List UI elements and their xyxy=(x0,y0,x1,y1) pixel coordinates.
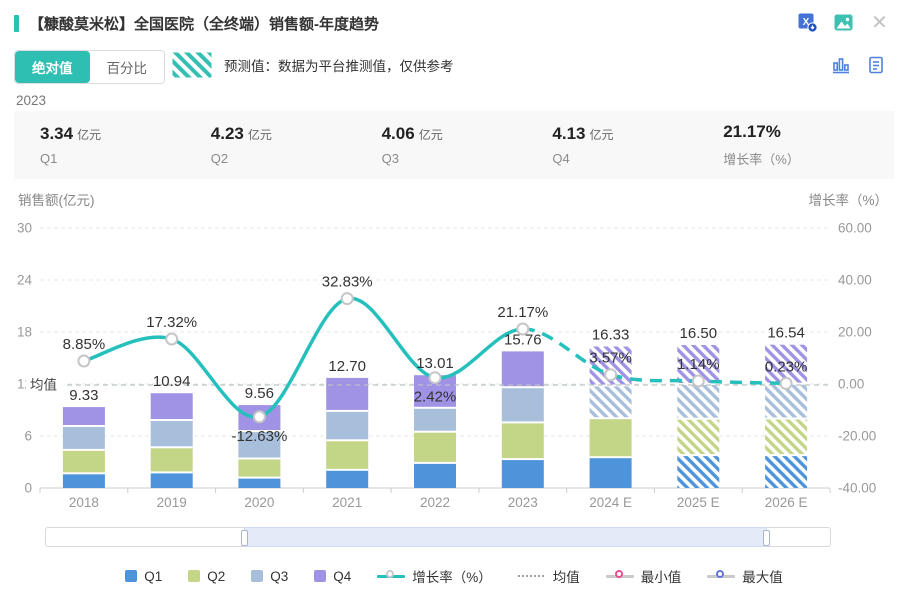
legend-item-[interactable]: 最大值 xyxy=(707,566,783,586)
svg-text:2019: 2019 xyxy=(157,495,187,510)
svg-text:2.42%: 2.42% xyxy=(414,389,457,406)
svg-text:40.00: 40.00 xyxy=(838,273,872,288)
legend-label: 最大值 xyxy=(742,570,783,585)
svg-text:9.56: 9.56 xyxy=(245,385,274,402)
svg-text:2022: 2022 xyxy=(420,495,450,510)
legend-swatch xyxy=(377,570,406,581)
svg-text:24: 24 xyxy=(17,273,33,288)
svg-text:2020: 2020 xyxy=(244,495,274,510)
stat-growth: 21.17% 增长率（%） xyxy=(723,122,800,167)
toggle-absolute-button[interactable]: 绝对值 xyxy=(15,51,90,83)
svg-text:0.23%: 0.23% xyxy=(765,358,808,375)
svg-text:-40.00: -40.00 xyxy=(838,481,876,496)
legend-swatch xyxy=(188,570,201,582)
legend-swatch xyxy=(605,570,634,581)
svg-text:0: 0 xyxy=(24,481,32,496)
legend-label: 增长率（%） xyxy=(412,570,492,585)
svg-text:10.94: 10.94 xyxy=(153,373,191,390)
stat-q4: 4.13 亿元 Q4 xyxy=(552,124,614,166)
legend-swatch xyxy=(707,570,736,581)
value-mode-toggle: 绝对值 百分比 xyxy=(14,50,165,84)
svg-text:2025 E: 2025 E xyxy=(677,495,720,510)
toggle-percent-button[interactable]: 百分比 xyxy=(89,51,164,83)
bar-chart-view-icon[interactable] xyxy=(830,54,851,75)
image-export-icon[interactable] xyxy=(833,12,854,33)
legend-swatch xyxy=(314,570,327,582)
svg-text:2024 E: 2024 E xyxy=(589,495,632,510)
stat-q1: 3.34 亿元 Q1 xyxy=(40,124,102,166)
svg-text:16.33: 16.33 xyxy=(592,327,630,344)
legend-label: Q3 xyxy=(270,568,289,584)
svg-text:2023: 2023 xyxy=(508,495,538,510)
svg-text:12.70: 12.70 xyxy=(328,358,366,375)
summary-stats: 3.34 亿元 Q1 4.23 亿元 Q2 4.06 亿元 Q3 4.13 亿元 Q4 … xyxy=(14,111,894,179)
view-switch-icons xyxy=(830,54,886,75)
svg-text:2021: 2021 xyxy=(332,495,362,510)
svg-text:6: 6 xyxy=(24,429,32,444)
legend-label: 均值 xyxy=(552,570,580,585)
controls-row: 绝对值 百分比 预测值：数据为平台推测值，仅供参考 xyxy=(14,50,894,84)
svg-text:3.57%: 3.57% xyxy=(589,350,632,367)
svg-text:17.32%: 17.32% xyxy=(146,314,197,331)
svg-text:16.50: 16.50 xyxy=(680,325,718,342)
svg-text:8.85%: 8.85% xyxy=(63,336,106,353)
stat-q3: 4.06 亿元 Q3 xyxy=(381,124,443,166)
svg-text:20.00: 20.00 xyxy=(838,325,872,340)
svg-text:均值: 均值 xyxy=(30,378,57,393)
svg-text:9.33: 9.33 xyxy=(69,387,98,404)
excel-export-icon[interactable]: X xyxy=(797,12,818,33)
svg-text:-12.63%: -12.63% xyxy=(231,428,287,445)
close-icon[interactable]: ✕ xyxy=(871,11,888,34)
svg-text:X: X xyxy=(803,17,810,28)
title-accent-bar xyxy=(14,14,19,32)
legend-item-[interactable]: 最小值 xyxy=(605,566,682,586)
svg-text:13.01: 13.01 xyxy=(416,355,454,372)
svg-text:60.00: 60.00 xyxy=(838,221,872,236)
svg-text:销售额(亿元): 销售额(亿元) xyxy=(18,193,95,208)
svg-text:16.54: 16.54 xyxy=(767,325,805,342)
legend-item-[interactable]: 均值 xyxy=(517,566,580,586)
datazoom-slider-track[interactable] xyxy=(45,527,831,547)
stat-q2: 4.23 亿元 Q2 xyxy=(210,124,272,166)
svg-text:18: 18 xyxy=(17,325,32,340)
legend-swatch xyxy=(251,570,264,582)
forecast-note: 预测值：数据为平台推测值，仅供参考 xyxy=(172,52,454,78)
legend-item-q4[interactable]: Q4 xyxy=(314,569,351,584)
svg-text:1.14%: 1.14% xyxy=(677,356,720,373)
svg-text:32.83%: 32.83% xyxy=(322,274,373,291)
legend-item-q3[interactable]: Q3 xyxy=(251,569,288,584)
chart-legend: Q1 Q2 Q3 Q4 增长率（%） 均值 最小值 最大值 xyxy=(0,566,908,586)
svg-text:15.76: 15.76 xyxy=(504,331,542,348)
forecast-hatch-swatch xyxy=(172,52,212,78)
datazoom-right-handle[interactable] xyxy=(763,530,771,546)
report-view-icon[interactable] xyxy=(865,54,886,75)
svg-text:0.00: 0.00 xyxy=(838,377,864,392)
header-actions: X ✕ xyxy=(797,12,890,33)
year-label: 2023 xyxy=(16,93,47,108)
legend-swatch xyxy=(125,570,138,582)
svg-text:30: 30 xyxy=(17,221,32,236)
legend-item-q2[interactable]: Q2 xyxy=(188,569,225,584)
legend-label: Q2 xyxy=(207,568,226,584)
svg-text:2026 E: 2026 E xyxy=(765,495,808,510)
datazoom-selected-range[interactable] xyxy=(240,527,771,547)
datazoom-left-handle[interactable] xyxy=(240,530,248,546)
header: 【糠酸莫米松】全国医院（全终端）销售额-年度趋势 xyxy=(14,12,894,34)
legend-swatch xyxy=(517,571,546,581)
svg-text:-20.00: -20.00 xyxy=(838,429,876,444)
legend-label: Q1 xyxy=(144,568,163,584)
legend-item-[interactable]: 增长率（%） xyxy=(377,566,492,586)
legend-label: 最小值 xyxy=(640,570,682,585)
legend-label: Q4 xyxy=(333,568,352,584)
page-title: 【糠酸莫米松】全国医院（全终端）销售额-年度趋势 xyxy=(29,15,379,33)
forecast-note-text: 预测值：数据为平台推测值，仅供参考 xyxy=(224,59,454,74)
svg-text:21.17%: 21.17% xyxy=(497,304,548,321)
svg-text:增长率（%）: 增长率（%） xyxy=(808,192,888,208)
legend-item-q1[interactable]: Q1 xyxy=(125,569,162,584)
svg-text:2018: 2018 xyxy=(69,495,99,510)
